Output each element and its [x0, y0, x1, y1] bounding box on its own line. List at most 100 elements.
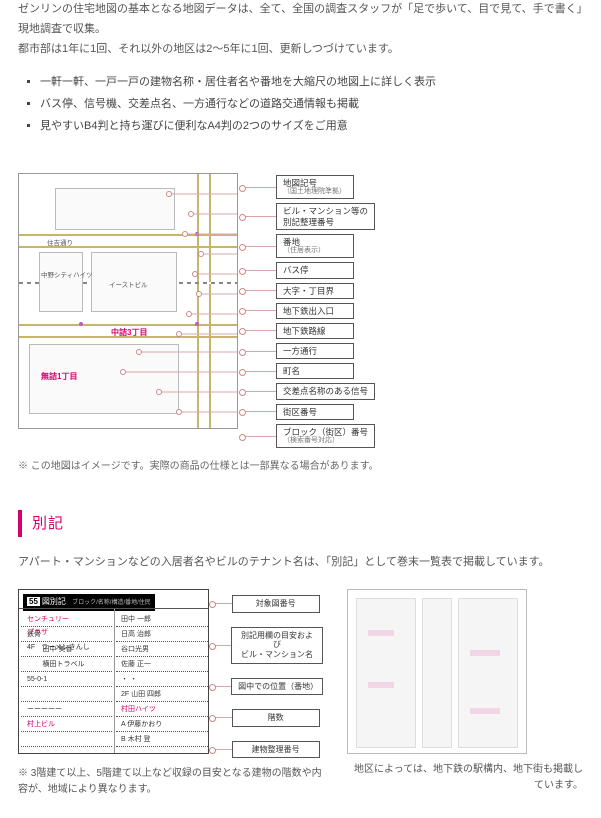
- legend-connector: [212, 645, 231, 646]
- legend-label: 街区番号: [276, 404, 354, 420]
- subway-mark: [368, 630, 394, 636]
- legend-connector: [242, 391, 276, 392]
- legend-label: 番地（住居表示）: [276, 234, 354, 259]
- legend-connector: [212, 603, 232, 604]
- legend-label: 地下鉄路線: [276, 323, 354, 339]
- subway-mark: [368, 682, 394, 688]
- legend-connector: [242, 216, 276, 217]
- legend-connector: [212, 717, 232, 718]
- feature-list: 一軒一軒、一戸一戸の建物名称・居住者名や番地を大縮尺の地図上に詳しく表示バス停、…: [18, 73, 583, 136]
- map-label: 無詰1丁目: [41, 370, 77, 384]
- bekki-cell: 田中 美香: [27, 644, 111, 657]
- map-block: [55, 188, 175, 230]
- legend-connector: [242, 246, 276, 247]
- bekki-title-text: 図別記: [42, 597, 66, 606]
- intro-line-2: 都市部は1年に1回、それ以外の地区は2～5年に1回、更新しつづけています。: [18, 43, 399, 55]
- map-label: 中野シティハイツ: [41, 270, 92, 282]
- legend-row: 地下鉄路線: [242, 323, 375, 339]
- divider: [114, 608, 115, 754]
- map-figure: 住吉通り中野シティハイツイーストビル中詰3丁目無詰1丁目 地図記号（国土地理院準…: [18, 173, 583, 449]
- section-heading-bekki: 別記: [18, 510, 583, 537]
- map-road: [19, 234, 238, 236]
- map-legend: 地図記号（国土地理院準拠） ビル・マンション等の別記整理番号番地（住居表示） バス停…: [238, 173, 375, 449]
- bekki-right-col: 地区によっては、地下鉄の駅構内、地下街も掲載しています。: [347, 589, 583, 798]
- bekki-lead: アパート・マンションなどの入居者名やビルのテナント名は、「別記」として巻末一覧表…: [18, 553, 583, 573]
- bekki-legend-label: 階数: [232, 709, 320, 727]
- legend-label: 町名: [276, 363, 354, 379]
- legend-connector: [242, 330, 276, 331]
- map-label: 住吉通り: [47, 238, 73, 250]
- legend-label: 交差点名称のある信号: [276, 383, 375, 399]
- subway-platform: [356, 598, 416, 748]
- legend-row: 交差点名称のある信号: [242, 383, 375, 399]
- bekki-cell: A 伊藤かおり: [121, 719, 162, 732]
- bekki-sample-legend: 対象図番号別記用欄の目安およびビル・マンション名図中での位置（番地） 階数建物整理…: [209, 589, 323, 758]
- legend-sublabel: （国土地理院準拠）: [283, 188, 347, 196]
- subway-platform: [458, 598, 518, 748]
- bekki-title-subtext: ブロック/名称/構造/番地/住民: [72, 600, 151, 606]
- legend-connector: [242, 310, 276, 311]
- legend-row: 地図記号（国土地理院準拠）: [242, 175, 375, 200]
- map-road: [209, 174, 211, 429]
- map-label: イーストビル: [109, 280, 148, 292]
- legend-label: 一方通行: [276, 343, 354, 359]
- bekki-title-number: 55: [27, 597, 40, 606]
- legend-label: ブロック（街区）番号（検索番号対応）: [276, 424, 375, 449]
- legend-row: ビル・マンション等の別記整理番号: [242, 203, 375, 229]
- bekki-cell: 村田ハイツ: [121, 704, 156, 717]
- bekki-legend-label: 対象図番号: [232, 595, 320, 613]
- map-block: [39, 252, 83, 312]
- legend-connector: [242, 411, 276, 412]
- legend-label: 大字・丁目界: [276, 283, 354, 299]
- bekki-left-col: 55図別記 ブロック/名称/構造/番地/住民 センチュリー プラザ鉄骨 4F ラ…: [18, 589, 323, 798]
- map-dot: [195, 322, 199, 326]
- subway-mark: [470, 708, 500, 714]
- legend-label: ビル・マンション等の別記整理番号: [276, 203, 375, 229]
- bekki-legend-label: 建物整理番号: [232, 741, 320, 759]
- bekki-cell: 55-0-1: [27, 674, 111, 687]
- legend-row: バス停: [242, 262, 375, 278]
- map-caption: ※ この地図はイメージです。実際の商品の仕様とは一部異なる場合があります。: [18, 458, 583, 476]
- bekki-cell: 日高 治郎: [121, 629, 151, 642]
- legend-connector: [242, 371, 276, 372]
- legend-label: バス停: [276, 262, 354, 278]
- map-label: 中詰3丁目: [111, 326, 147, 340]
- bekki-cell: ーーーーー: [27, 704, 111, 717]
- feature-item: 一軒一軒、一戸一戸の建物名称・居住者名や番地を大縮尺の地図上に詳しく表示: [40, 73, 583, 93]
- bekki-right-note: 地区によっては、地下鉄の駅構内、地下街も掲載しています。: [347, 762, 583, 794]
- map-road: [197, 174, 199, 429]
- bekki-panels: 55図別記 ブロック/名称/構造/番地/住民 センチュリー プラザ鉄骨 4F ラ…: [18, 589, 583, 798]
- bekki-legend-row: 対象図番号: [212, 595, 323, 613]
- intro-line-1: ゼンリンの住宅地図の基本となる地図データは、全て、全国の調査スタッフが「足で歩い…: [18, 3, 582, 35]
- map-dot: [79, 322, 83, 326]
- bekki-sample-panel: 55図別記 ブロック/名称/構造/番地/住民 センチュリー プラザ鉄骨 4F ラ…: [18, 589, 209, 754]
- legend-row: 大字・丁目界: [242, 283, 375, 299]
- bekki-cell: 村上ビル: [27, 719, 111, 732]
- bekki-legend-row: 階数: [212, 709, 323, 727]
- legend-row: ブロック（街区）番号（検索番号対応）: [242, 424, 375, 449]
- bekki-cell: 佐藤 正一: [121, 659, 151, 672]
- legend-sublabel: （検索番号対応）: [283, 437, 368, 445]
- subway-sample-panel: [347, 589, 527, 754]
- legend-connector: [242, 187, 276, 188]
- legend-connector: [212, 686, 231, 687]
- legend-row: 地下鉄出入口: [242, 303, 375, 319]
- feature-item: バス停、信号機、交差点名、一方通行などの道路交通情報も掲載: [40, 95, 583, 115]
- bekki-legend-label: 図中での位置（番地）: [231, 678, 323, 696]
- bekki-cell: B 木村 登: [121, 734, 151, 747]
- divider: [19, 608, 209, 609]
- bekki-legend-row: 別記用欄の目安およびビル・マンション名: [212, 627, 323, 664]
- bekki-cell: 谷口光男: [121, 644, 149, 657]
- legend-connector: [212, 749, 232, 750]
- row-divider: [21, 746, 112, 747]
- intro-paragraph: ゼンリンの住宅地図の基本となる地図データは、全て、全国の調査スタッフが「足で歩い…: [18, 0, 583, 59]
- bekki-left-note: ※ 3階建て以上、5階建て以上など収録の目安となる建物の階数や内容が、地域により…: [18, 766, 323, 798]
- bekki-legend-row: 図中での位置（番地）: [212, 678, 323, 696]
- bekki-legend-row: 建物整理番号: [212, 741, 323, 759]
- legend-row: 町名: [242, 363, 375, 379]
- map-dot: [195, 232, 199, 236]
- bekki-cell: 横田トラベル: [27, 659, 111, 672]
- bekki-cell: 田中 一郎: [121, 614, 151, 627]
- feature-item: 見やすいB4判と持ち運びに便利なA4判の2つのサイズをご用意: [40, 117, 583, 137]
- row-divider: [21, 701, 112, 702]
